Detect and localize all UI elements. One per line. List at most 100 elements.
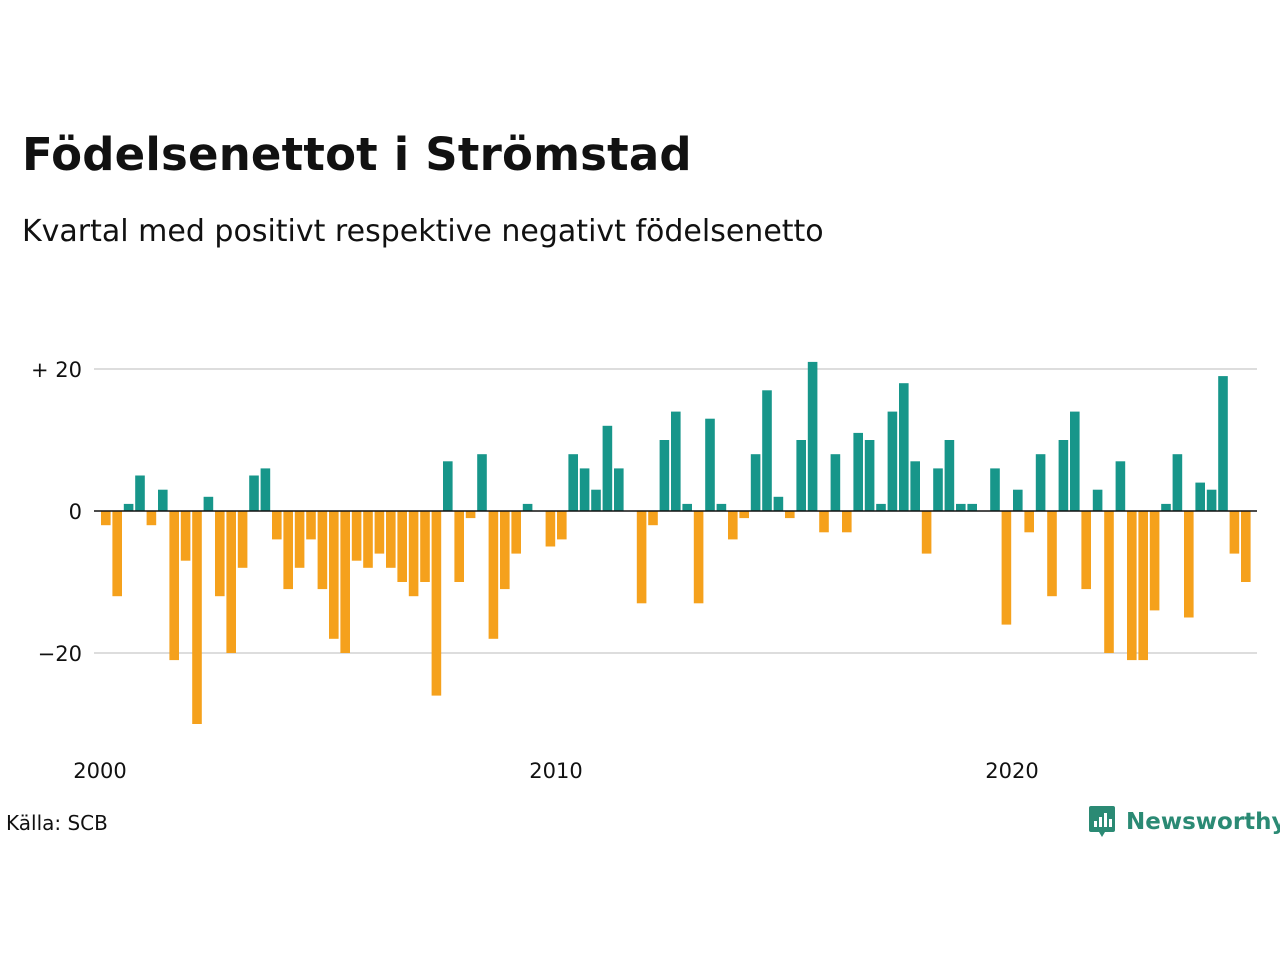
bar-negative <box>454 511 464 582</box>
bar-negative <box>545 511 556 547</box>
bar-positive <box>933 468 943 511</box>
bar-negative <box>215 511 225 597</box>
chart-title: Födelsenettot i Strömstad <box>22 128 692 181</box>
bar-negative <box>636 511 647 604</box>
bar-positive <box>864 440 875 511</box>
bar-positive <box>1195 482 1205 511</box>
bar-positive <box>807 361 818 511</box>
bar-negative <box>1149 511 1160 611</box>
bar-negative <box>1024 511 1034 533</box>
bar-positive <box>1092 489 1103 511</box>
bar-negative <box>169 511 179 661</box>
bar-positive <box>203 496 214 511</box>
bar-negative <box>1241 511 1251 582</box>
bar-negative <box>192 511 202 724</box>
bar-negative <box>351 511 362 561</box>
bar-negative <box>1138 511 1148 661</box>
bar-negative <box>739 511 749 519</box>
bar-positive <box>682 503 692 511</box>
bar-positive <box>899 383 909 511</box>
bar-positive <box>1206 489 1217 511</box>
bar-positive <box>135 475 145 511</box>
bar-positive <box>853 432 863 511</box>
bars <box>101 361 1251 724</box>
bar-negative <box>1047 511 1057 597</box>
bar-positive <box>568 454 578 511</box>
bar-positive <box>762 390 772 511</box>
bar-positive <box>773 496 784 511</box>
bar-positive <box>796 440 806 511</box>
bar-positive <box>579 468 590 511</box>
bar-negative <box>146 511 157 526</box>
bar-positive <box>158 489 168 511</box>
bar-positive <box>659 440 670 511</box>
bar-negative <box>557 511 567 540</box>
bar-negative <box>226 511 236 653</box>
gridlines <box>94 368 1257 654</box>
bar-positive <box>750 454 761 511</box>
bar-positive <box>602 425 613 511</box>
bar-negative <box>1184 511 1194 618</box>
bar-negative <box>306 511 316 540</box>
bar-positive <box>944 440 955 511</box>
bar-negative <box>180 511 191 561</box>
bar-positive <box>1218 376 1228 511</box>
brand-name: Newsworthy <box>1126 809 1280 835</box>
bar-positive <box>705 418 715 511</box>
bar-negative <box>329 511 339 639</box>
y-tick-label: 0 <box>69 500 82 524</box>
bar-positive <box>260 468 271 511</box>
bar-negative <box>1229 511 1240 554</box>
bar-negative <box>465 511 476 519</box>
bar-positive <box>990 468 1000 511</box>
bar-negative <box>340 511 350 653</box>
bar-positive <box>522 503 533 511</box>
bar-negative <box>1081 511 1091 590</box>
bar-negative <box>317 511 328 590</box>
bar-positive <box>1115 461 1126 511</box>
bar-negative <box>431 511 442 696</box>
bar-positive <box>876 503 886 511</box>
bar-negative <box>363 511 373 568</box>
newsworthy-logo-icon <box>1089 806 1115 837</box>
chart-subtitle: Kvartal med positivt respektive negativt… <box>22 214 824 249</box>
bar-positive <box>1058 440 1069 511</box>
bar-positive <box>1172 454 1183 511</box>
bar-negative <box>294 511 305 568</box>
bar-negative <box>500 511 510 590</box>
bar-negative <box>488 511 499 639</box>
bar-negative <box>819 511 829 533</box>
bar-positive <box>443 461 453 511</box>
bar-positive <box>671 411 681 511</box>
bar-positive <box>830 454 841 511</box>
bar-positive <box>716 503 727 511</box>
bar-negative <box>272 511 282 540</box>
bar-negative <box>374 511 385 554</box>
bar-negative <box>101 511 111 526</box>
bar-negative <box>408 511 419 597</box>
bar-negative <box>1001 511 1012 625</box>
bar-positive <box>591 489 601 511</box>
bar-positive <box>1035 454 1046 511</box>
bar-negative <box>112 511 122 597</box>
bar-positive <box>249 475 259 511</box>
bar-negative <box>397 511 407 582</box>
bar-negative <box>283 511 293 590</box>
bar-positive <box>1161 503 1171 511</box>
bar-positive <box>123 503 134 511</box>
x-tick-label: 2010 <box>529 759 582 783</box>
bar-positive <box>910 461 920 511</box>
bar-negative <box>1104 511 1114 653</box>
brand-logo[interactable]: Newsworthy <box>1088 804 1280 840</box>
bar-positive <box>1013 489 1023 511</box>
bar-negative <box>785 511 795 519</box>
y-tick-label: + 20 <box>31 358 82 382</box>
bar-positive <box>967 503 977 511</box>
source-note: Källa: SCB <box>6 811 108 835</box>
bar-negative <box>693 511 704 604</box>
x-tick-label: 2020 <box>985 759 1038 783</box>
bar-positive <box>956 503 966 511</box>
axis-labels: + 20 0 −20 2000 2010 2020 <box>31 358 1039 783</box>
bar-negative <box>237 511 248 568</box>
